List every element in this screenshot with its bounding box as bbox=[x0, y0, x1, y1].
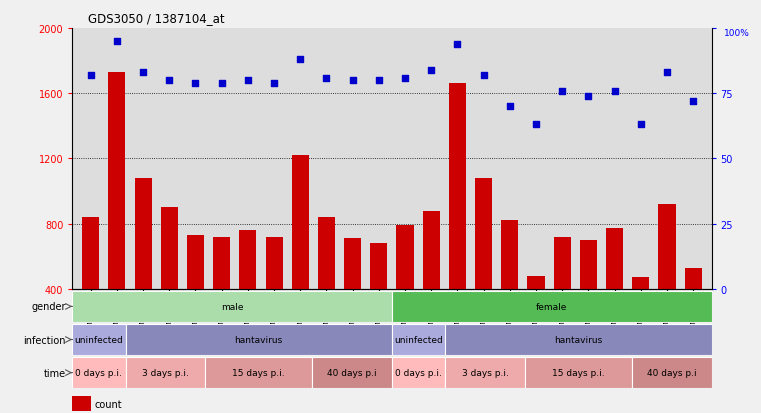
Bar bbox=[525, 357, 632, 388]
Bar bbox=[554, 237, 571, 289]
Point bbox=[163, 78, 175, 84]
Point bbox=[268, 80, 280, 87]
Point bbox=[84, 72, 97, 79]
Bar bbox=[72, 324, 126, 355]
Bar bbox=[108, 73, 126, 289]
Bar bbox=[371, 244, 387, 289]
Text: hantavirus: hantavirus bbox=[234, 335, 283, 344]
Bar bbox=[445, 324, 712, 355]
Point bbox=[504, 104, 516, 110]
Bar bbox=[213, 237, 230, 289]
Text: female: female bbox=[536, 302, 568, 311]
Bar bbox=[205, 357, 312, 388]
Point bbox=[661, 70, 673, 76]
Bar bbox=[392, 357, 445, 388]
Text: 0 days p.i.: 0 days p.i. bbox=[395, 368, 442, 377]
Bar bbox=[396, 225, 413, 289]
Point bbox=[215, 80, 228, 87]
Bar bbox=[501, 221, 518, 289]
Text: 15 days p.i.: 15 days p.i. bbox=[552, 368, 605, 377]
Bar bbox=[632, 357, 712, 388]
Text: gender: gender bbox=[31, 301, 66, 312]
Point bbox=[295, 57, 307, 64]
Point bbox=[687, 98, 699, 105]
Bar bbox=[449, 84, 466, 289]
Bar bbox=[135, 178, 151, 289]
Bar bbox=[475, 178, 492, 289]
Point bbox=[582, 93, 594, 100]
Bar bbox=[239, 230, 256, 289]
Bar bbox=[632, 278, 649, 289]
Bar bbox=[291, 156, 309, 289]
Bar bbox=[527, 276, 545, 289]
Bar bbox=[685, 268, 702, 289]
Text: time: time bbox=[44, 368, 66, 378]
Point bbox=[451, 41, 463, 48]
Text: GDS3050 / 1387104_at: GDS3050 / 1387104_at bbox=[88, 12, 224, 25]
Text: 3 days p.i.: 3 days p.i. bbox=[142, 368, 189, 377]
Text: count: count bbox=[94, 399, 123, 409]
Bar bbox=[392, 291, 712, 322]
Point bbox=[635, 122, 647, 128]
Bar bbox=[72, 396, 91, 411]
Text: uninfected: uninfected bbox=[394, 335, 443, 344]
Point bbox=[346, 78, 358, 84]
Text: 100%: 100% bbox=[724, 29, 750, 38]
Bar bbox=[392, 324, 445, 355]
Point bbox=[242, 78, 254, 84]
Point bbox=[111, 38, 123, 45]
Point bbox=[189, 80, 202, 87]
Point bbox=[373, 78, 385, 84]
Bar bbox=[312, 357, 392, 388]
Point bbox=[609, 88, 621, 95]
Text: infection: infection bbox=[24, 335, 66, 345]
Text: male: male bbox=[221, 302, 244, 311]
Bar bbox=[126, 357, 205, 388]
Point bbox=[320, 75, 333, 82]
Bar bbox=[72, 291, 392, 322]
Bar bbox=[266, 237, 282, 289]
Bar bbox=[72, 357, 126, 388]
Text: 3 days p.i.: 3 days p.i. bbox=[462, 368, 508, 377]
Bar bbox=[658, 204, 676, 289]
Bar bbox=[422, 211, 440, 289]
Text: hantavirus: hantavirus bbox=[554, 335, 603, 344]
Text: 40 days p.i: 40 days p.i bbox=[647, 368, 696, 377]
Text: uninfected: uninfected bbox=[75, 335, 123, 344]
Bar bbox=[445, 357, 525, 388]
Bar bbox=[187, 235, 204, 289]
Point bbox=[399, 75, 411, 82]
Bar bbox=[580, 240, 597, 289]
Point bbox=[530, 122, 542, 128]
Point bbox=[425, 67, 438, 74]
Text: 40 days p.i: 40 days p.i bbox=[327, 368, 377, 377]
Bar bbox=[344, 239, 361, 289]
Bar bbox=[318, 218, 335, 289]
Bar bbox=[82, 218, 99, 289]
Point bbox=[477, 72, 489, 79]
Bar bbox=[606, 229, 623, 289]
Text: 0 days p.i.: 0 days p.i. bbox=[75, 368, 123, 377]
Bar bbox=[126, 324, 392, 355]
Point bbox=[556, 88, 568, 95]
Point bbox=[137, 70, 149, 76]
Bar bbox=[161, 208, 178, 289]
Text: 15 days p.i.: 15 days p.i. bbox=[232, 368, 285, 377]
